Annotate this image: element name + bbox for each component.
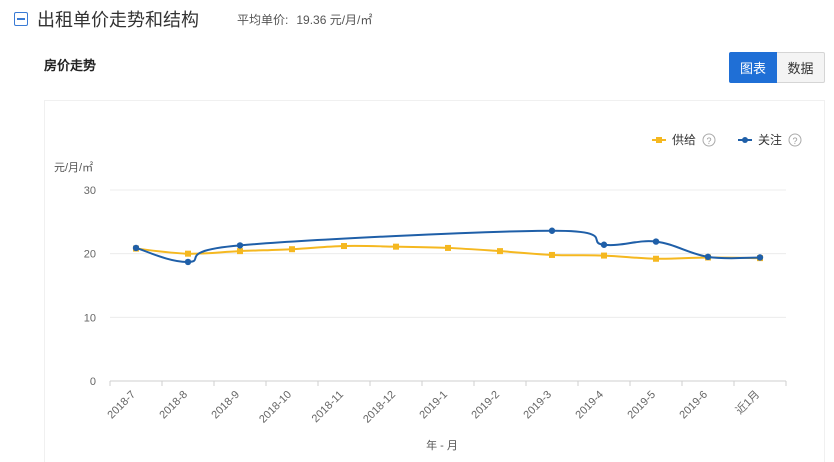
data-point[interactable]: [184, 258, 192, 266]
x-tick-label: 2019-3: [521, 389, 554, 422]
legend-marker: [742, 137, 748, 143]
data-point[interactable]: [652, 238, 660, 245]
legend-marker: [656, 137, 662, 143]
data-point[interactable]: [549, 251, 555, 258]
x-tick-label: 2018-7: [105, 389, 138, 422]
question-circle-icon[interactable]: [788, 133, 802, 147]
legend-label[interactable]: 关注: [758, 132, 782, 147]
data-point[interactable]: [236, 242, 244, 249]
y-tick-label: 0: [90, 376, 96, 388]
data-point[interactable]: [756, 254, 764, 261]
x-tick-label: 2018-12: [361, 389, 398, 426]
view-toggle: 图表 数据: [729, 52, 825, 83]
data-point[interactable]: [601, 252, 607, 259]
chart-view-button[interactable]: 图表: [729, 52, 777, 83]
data-point[interactable]: [600, 241, 608, 248]
data-point[interactable]: [237, 248, 243, 255]
y-tick-label: 10: [84, 312, 96, 324]
chart-panel: [44, 100, 825, 462]
page-title: 出租单价走势和结构: [37, 10, 199, 30]
section-title: 房价走势: [44, 58, 97, 73]
x-tick-label: 2018-8: [157, 389, 190, 422]
data-point[interactable]: [393, 243, 399, 250]
x-tick-label: 2018-11: [310, 389, 346, 425]
collapse-icon[interactable]: [14, 12, 28, 26]
question-mark: ?: [706, 136, 711, 146]
data-point[interactable]: [704, 253, 712, 261]
legend-label[interactable]: 供给: [672, 133, 696, 147]
x-tick-label: 2019-5: [625, 389, 658, 422]
x-tick-label: 2019-6: [677, 389, 710, 422]
x-axis-label: 年 - 月: [426, 438, 458, 452]
y-axis-label: 元/月/㎡: [54, 161, 93, 174]
y-tick-label: 20: [84, 249, 96, 261]
data-point[interactable]: [289, 246, 295, 253]
question-circle-icon[interactable]: [702, 133, 716, 147]
section-header: 出租单价走势和结构 平均单价: 19.36 元/月/㎡: [14, 8, 372, 30]
data-point[interactable]: [548, 227, 556, 234]
y-tick-label: 30: [84, 185, 96, 197]
data-point[interactable]: [653, 255, 659, 262]
data-point[interactable]: [185, 250, 191, 257]
x-tick-label: 2019-4: [573, 389, 606, 422]
question-mark: ?: [792, 136, 797, 146]
x-tick-label: 近1月: [733, 388, 762, 417]
data-point[interactable]: [497, 248, 503, 255]
x-tick-label: 2019-2: [469, 389, 502, 422]
data-point[interactable]: [341, 243, 347, 250]
x-tick-label: 2018-10: [257, 389, 294, 426]
x-tick-label: 2019-1: [417, 389, 450, 422]
average-price-value: 19.36 元/月/㎡: [296, 12, 373, 27]
data-point[interactable]: [445, 244, 451, 251]
data-point[interactable]: [132, 244, 140, 252]
data-view-button[interactable]: 数据: [777, 52, 825, 83]
average-price-label: 平均单价:: [237, 12, 289, 27]
x-tick-label: 2018-9: [209, 389, 242, 422]
